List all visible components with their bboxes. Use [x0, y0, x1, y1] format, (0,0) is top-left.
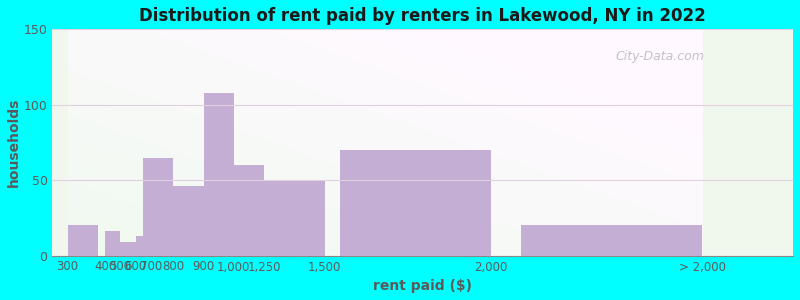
- Bar: [106, 232, 121, 256]
- Bar: [135, 236, 150, 256]
- Bar: [264, 180, 325, 256]
- Bar: [143, 158, 174, 256]
- Title: Distribution of rent paid by renters in Lakewood, NY in 2022: Distribution of rent paid by renters in …: [139, 7, 706, 25]
- Text: City-Data.com: City-Data.com: [615, 50, 704, 63]
- Bar: [234, 165, 264, 256]
- X-axis label: rent paid ($): rent paid ($): [374, 279, 472, 293]
- Y-axis label: households: households: [7, 98, 21, 187]
- Bar: [340, 150, 490, 256]
- Bar: [204, 93, 234, 256]
- Bar: [121, 242, 135, 256]
- Bar: [521, 226, 702, 256]
- Bar: [174, 186, 204, 256]
- Bar: [67, 226, 98, 256]
